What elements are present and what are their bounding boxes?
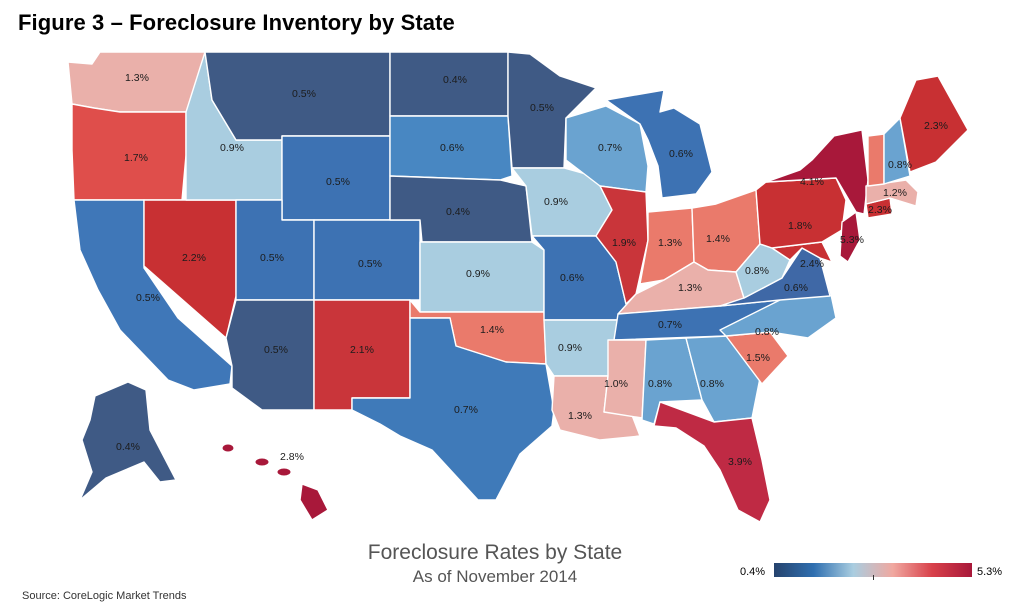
label-in: 1.3% [658,237,682,249]
state-ny [765,129,869,215]
label-nm: 2.1% [350,344,374,356]
label-al: 0.8% [648,378,672,390]
state-ak [79,381,177,501]
state-tx [351,317,555,501]
map-subtitle: As of November 2014 [412,567,578,586]
label-ak: 0.4% [116,441,140,453]
label-ms: 1.0% [604,378,628,390]
label-nh: 0.8% [888,159,912,171]
label-ky: 1.3% [678,282,702,294]
state-me [899,75,969,173]
state-ma [865,179,919,207]
label-pa: 1.8% [788,220,812,232]
state-mi [605,89,713,199]
legend-color-scale [774,563,972,577]
label-ct: 2.3% [868,204,892,216]
state-sd [389,115,513,181]
label-ny: 4.1% [800,176,824,188]
label-ga: 0.8% [700,378,724,390]
label-mo: 0.6% [560,272,584,284]
label-nj: 5.3% [840,234,864,246]
label-md: 2.4% [800,258,824,270]
label-nv: 2.2% [182,252,206,264]
label-il: 1.9% [612,237,636,249]
label-nd: 0.4% [443,74,467,86]
label-oh: 1.4% [706,233,730,245]
label-ok: 1.4% [480,324,504,336]
label-tx: 0.7% [454,404,478,416]
label-or: 1.7% [124,152,148,164]
label-sc: 1.5% [746,352,770,364]
state-wi [565,105,649,193]
label-nc: 0.8% [755,326,779,338]
label-id: 0.9% [220,142,244,154]
label-az: 0.5% [264,344,288,356]
state-hi [221,443,329,521]
state-vt [867,133,885,187]
label-co: 0.5% [358,258,382,270]
state-nj [839,211,861,263]
label-ut: 0.5% [260,252,284,264]
us-choropleth-map: 1.3% 1.7% 0.5% 2.2% 0.9% 0.5% 0.5% 0.5% … [67,51,969,523]
label-ca: 0.5% [136,292,160,304]
figure-title: Figure 3 – Foreclosure Inventory by Stat… [18,10,455,35]
label-la: 1.3% [568,410,592,422]
label-ks: 0.9% [466,268,490,280]
state-il [595,185,649,305]
label-fl: 3.9% [728,456,752,468]
legend-midpoint-tick [873,575,874,580]
label-ar: 0.9% [558,342,582,354]
label-wy: 0.5% [326,176,350,188]
label-wi: 0.7% [598,142,622,154]
label-me: 2.3% [924,120,948,132]
map-title: Foreclosure Rates by State [367,541,623,564]
label-mt: 0.5% [292,88,316,100]
state-pa [755,177,847,249]
legend-max-label: 5.3% [977,566,1003,578]
state-ms [603,339,647,419]
label-wv: 0.8% [745,265,769,277]
label-sd: 0.6% [440,142,464,154]
state-va [719,247,831,307]
state-fl [653,401,771,523]
label-tn: 0.7% [658,319,682,331]
label-wa: 1.3% [125,72,149,84]
label-mn: 0.5% [530,102,554,114]
label-hi: 2.8% [280,451,304,463]
source-note: Source: CoreLogic Market Trends [22,590,187,602]
label-ne: 0.4% [446,206,470,218]
label-ma: 1.2% [883,187,907,199]
label-ia: 0.9% [544,196,568,208]
state-nh [883,117,911,185]
label-va: 0.6% [784,282,808,294]
label-mi: 0.6% [669,148,693,160]
legend-min-label: 0.4% [740,566,766,578]
